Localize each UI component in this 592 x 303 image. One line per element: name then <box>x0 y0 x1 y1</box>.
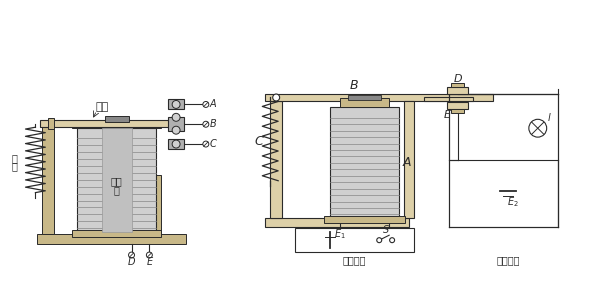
Bar <box>446 102 468 109</box>
Text: 电磁: 电磁 <box>111 176 123 186</box>
Bar <box>37 234 186 244</box>
Text: C: C <box>210 139 216 149</box>
Circle shape <box>377 238 382 243</box>
Circle shape <box>172 101 180 108</box>
Circle shape <box>203 121 209 127</box>
Text: 衔铁: 衔铁 <box>95 102 108 112</box>
Circle shape <box>203 102 209 107</box>
Bar <box>168 139 184 149</box>
Bar <box>265 94 493 102</box>
Circle shape <box>172 140 180 148</box>
Bar <box>295 228 414 252</box>
Text: S: S <box>383 225 390 235</box>
Circle shape <box>273 94 279 101</box>
Bar <box>340 98 389 107</box>
Text: D: D <box>128 257 135 267</box>
Circle shape <box>172 126 180 134</box>
Text: 铁: 铁 <box>114 186 120 196</box>
Bar <box>404 102 414 218</box>
Circle shape <box>172 113 180 121</box>
Bar <box>77 128 156 232</box>
Text: l: l <box>547 113 550 123</box>
Text: 工作电路: 工作电路 <box>496 255 520 265</box>
Bar <box>348 95 381 101</box>
Bar <box>72 120 161 128</box>
Bar <box>451 83 465 87</box>
Bar <box>168 99 184 109</box>
Text: C: C <box>254 135 263 148</box>
Text: 簧: 簧 <box>12 161 18 171</box>
Circle shape <box>146 252 152 258</box>
Bar <box>424 97 474 102</box>
Bar <box>40 120 179 127</box>
Text: 弹: 弹 <box>12 153 18 163</box>
Text: D: D <box>454 74 463 84</box>
Bar <box>72 230 161 237</box>
Bar <box>105 116 128 122</box>
Circle shape <box>390 238 395 243</box>
Bar <box>270 102 282 218</box>
Text: E: E <box>146 257 152 267</box>
Bar <box>330 107 399 218</box>
Bar <box>49 118 54 129</box>
Bar <box>149 175 161 234</box>
Circle shape <box>128 252 134 258</box>
Bar <box>265 218 409 227</box>
Bar <box>102 128 131 232</box>
Text: $E_1$: $E_1$ <box>334 227 346 241</box>
Text: A: A <box>403 156 411 169</box>
Bar <box>446 87 468 94</box>
Text: E: E <box>444 110 451 120</box>
Text: A: A <box>210 99 216 109</box>
Circle shape <box>203 141 209 147</box>
Text: 控制电路: 控制电路 <box>343 255 366 265</box>
Bar <box>168 117 184 131</box>
Circle shape <box>529 119 546 137</box>
Bar <box>451 109 465 113</box>
Bar <box>43 127 54 234</box>
Bar <box>324 216 405 223</box>
Text: B: B <box>210 119 216 129</box>
Text: B: B <box>350 79 359 92</box>
Text: $E_2$: $E_2$ <box>507 196 519 209</box>
